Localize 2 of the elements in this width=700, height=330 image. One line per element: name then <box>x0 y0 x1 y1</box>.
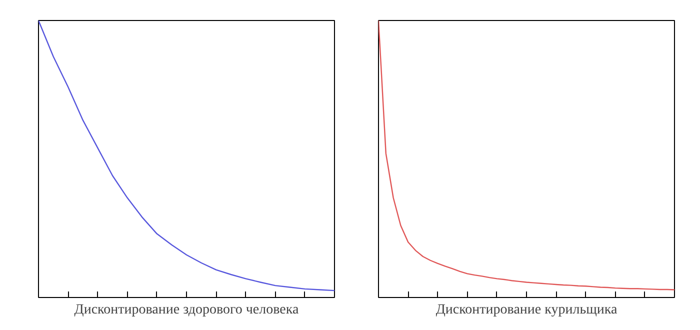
x-axis-title: Дисконтирование курильщика <box>436 302 618 318</box>
x-axis-title: Дисконтирование здорового человека <box>74 302 300 318</box>
